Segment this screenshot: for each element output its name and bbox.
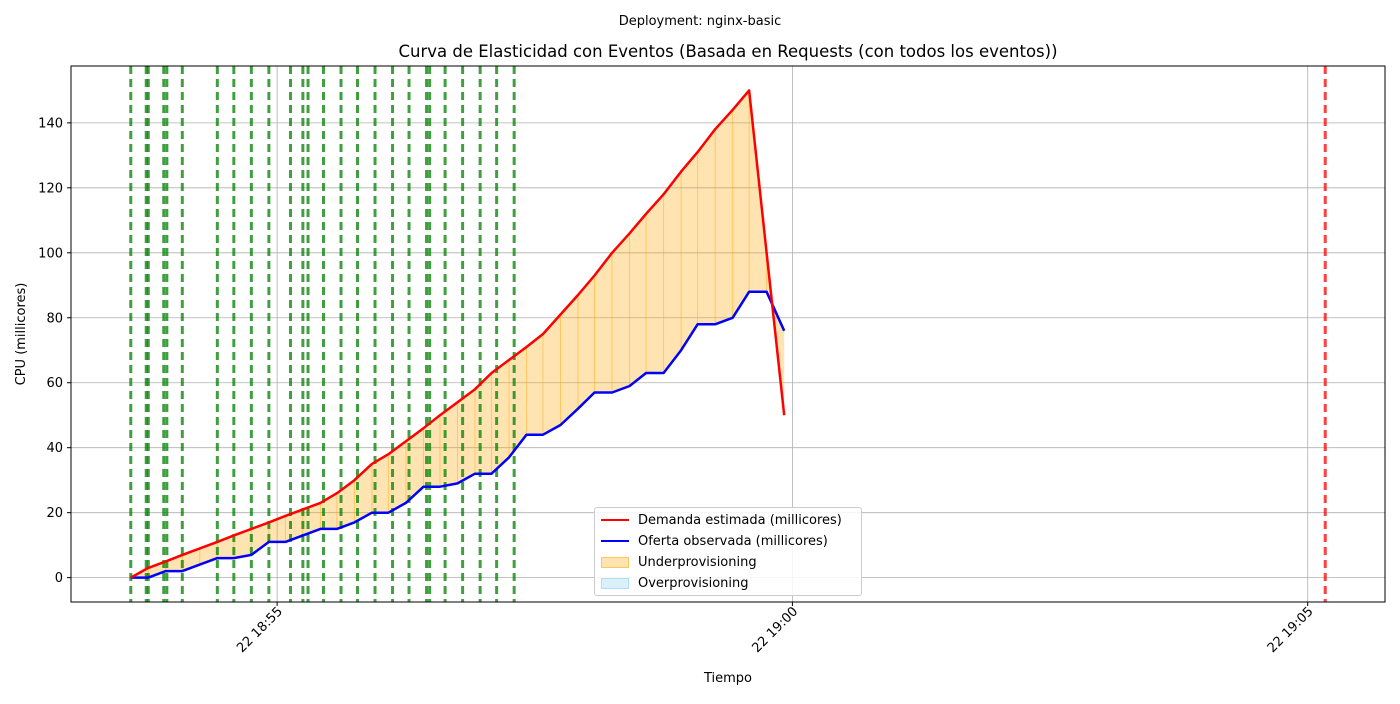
legend-item-over: Overprovisioning: [601, 573, 749, 593]
legend-label-over: Overprovisioning: [638, 575, 749, 591]
x-axis-label: Tiempo: [703, 671, 752, 686]
y-tick-label-4: 80: [46, 311, 63, 326]
legend-item-under: Underprovisioning: [601, 552, 757, 572]
legend-item-supply: Oferta observada (millicores): [601, 531, 828, 551]
y-tick-label-3: 60: [46, 376, 63, 391]
y-tick-label-6: 120: [38, 181, 63, 196]
legend-label-under: Underprovisioning: [638, 554, 757, 570]
demand-line: [130, 89, 786, 579]
legend-swatch-supply: [601, 540, 629, 542]
y-tick-label-5: 100: [38, 246, 63, 261]
chart-title: Curva de Elasticidad con Eventos (Basada…: [398, 42, 1057, 61]
x-tick-label-2: 22 19:05: [1265, 604, 1317, 656]
chart-suptitle: Deployment: nginx-basic: [619, 14, 782, 29]
y-tick-label-7: 140: [38, 116, 63, 131]
y-tick-label-2: 40: [46, 441, 63, 456]
y-tick-label-0: 0: [55, 571, 63, 586]
legend-item-demand: Demanda estimada (millicores): [601, 510, 842, 530]
legend-swatch-under: [601, 556, 629, 568]
legend-label-demand: Demanda estimada (millicores): [638, 512, 842, 528]
supply-line: [130, 290, 786, 579]
legend-swatch-over: [601, 577, 629, 589]
plot-frame: [70, 65, 1386, 603]
chart-legend: Demanda estimada (millicores) Oferta obs…: [594, 507, 862, 596]
underprovisioning-area: [130, 90, 785, 578]
y-tick-label-1: 20: [46, 506, 63, 521]
legend-label-supply: Oferta observada (millicores): [638, 533, 828, 549]
y-axis-label: CPU (millicores): [14, 283, 29, 386]
x-tick-label-0: 22 18:55: [234, 604, 286, 656]
legend-swatch-demand: [601, 519, 629, 521]
x-tick-label-1: 22 19:00: [750, 604, 802, 656]
